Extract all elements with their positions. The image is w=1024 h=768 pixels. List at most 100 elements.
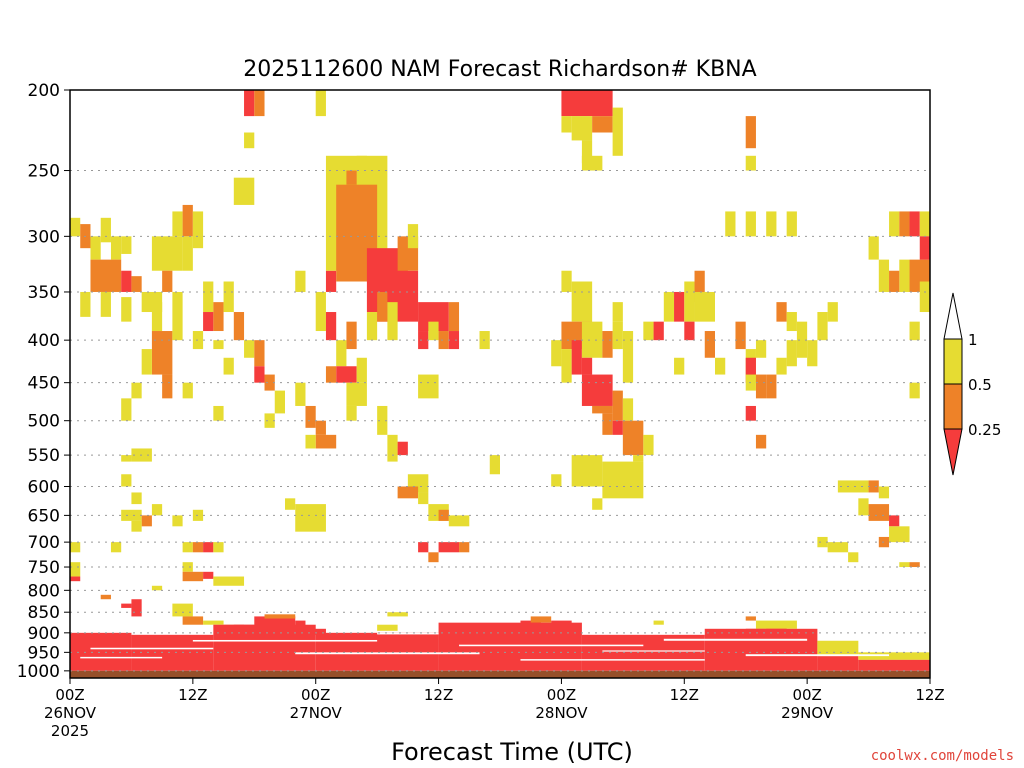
- x-tick-label: 12Z: [178, 686, 207, 704]
- y-tick-label: 750: [28, 558, 60, 578]
- heatmap-cell-low: [70, 632, 132, 671]
- heatmap-gap: [90, 647, 214, 650]
- heatmap-cell-mid: [213, 302, 224, 332]
- heatmap-cell-high: [203, 620, 224, 625]
- heatmap-cell-high: [336, 340, 347, 367]
- heatmap-cell-high: [100, 217, 111, 243]
- heatmap-cell-high: [244, 340, 255, 358]
- heatmap-gap: [520, 659, 705, 661]
- y-tick-label: 450: [28, 374, 60, 394]
- heatmap-cell-high: [295, 382, 306, 406]
- heatmap-cell-high: [909, 321, 920, 341]
- heatmap-cell-high: [182, 542, 193, 553]
- heatmap-cell-low: [571, 340, 582, 375]
- heatmap-cell-mid: [162, 374, 173, 399]
- ground-layer: [70, 670, 930, 678]
- heatmap-cell-low: [336, 366, 357, 383]
- heatmap-cell-high: [131, 492, 142, 505]
- heatmap-cell-high: [684, 281, 695, 322]
- heatmap-cell-high: [612, 107, 623, 156]
- heatmap-cell-mid: [438, 331, 449, 350]
- heatmap-cell-high: [694, 291, 715, 322]
- heatmap-cell-high: [131, 520, 142, 532]
- heatmap-cell-high: [643, 321, 654, 341]
- heatmap-cell-high: [715, 357, 726, 375]
- x-tick-label: 12Z: [670, 686, 699, 704]
- heatmap-cell-mid: [192, 542, 204, 553]
- heatmap-cell-low: [244, 90, 255, 117]
- heatmap-cell-high: [817, 640, 859, 657]
- heatmap-cell-mid: [182, 571, 204, 582]
- heatmap-cell-mid: [602, 413, 613, 435]
- heatmap-cell-high: [858, 652, 930, 660]
- x-tick-label: 29NOV: [781, 704, 834, 722]
- heatmap-cell-mid: [315, 434, 337, 449]
- heatmap-cell-high: [786, 211, 797, 237]
- heatmap-cell-low: [745, 405, 756, 421]
- heatmap-cell-mid: [428, 552, 439, 563]
- heatmap-cell-high: [878, 486, 890, 499]
- heatmap-cell-mid: [315, 420, 326, 435]
- heatmap-cell-high: [121, 398, 132, 421]
- heatmap-cell-high: [674, 357, 685, 375]
- x-tick-label: 28NOV: [535, 704, 588, 722]
- heatmap-cell-high: [315, 291, 326, 332]
- y-axis: 200 250 300 350 400 450 500 550 600 650 700 750 8008…: [17, 81, 70, 682]
- heatmap-cell-low: [674, 291, 685, 322]
- heatmap-cell-high: [366, 312, 378, 341]
- heatmap-cell-high: [848, 552, 859, 563]
- heatmap-cell-high: [100, 291, 111, 317]
- heatmap-cell-high: [121, 474, 132, 487]
- heatmap-cell-mid: [377, 291, 388, 322]
- heatmap-cell-low: [704, 628, 818, 671]
- heatmap-gap: [459, 644, 644, 647]
- heatmap-cell-low: [203, 312, 214, 332]
- heatmap-cell-mid: [459, 542, 470, 553]
- heatmap-cell-mid: [899, 211, 910, 237]
- heatmap-cell-low: [121, 603, 132, 608]
- colorbar-bin: [943, 428, 963, 476]
- heatmap-cell-mid: [90, 259, 122, 292]
- heatmap-cell-high: [141, 349, 152, 375]
- heatmap-cell-mid: [909, 562, 920, 568]
- heatmap-cell-mid: [868, 480, 879, 493]
- heatmap-cell-mid: [182, 204, 193, 237]
- heatmap-cell-high: [110, 542, 122, 553]
- heatmap-cell-mid: [592, 116, 613, 133]
- heatmap-cell-high: [305, 434, 316, 449]
- heatmap-cell-high: [418, 374, 439, 399]
- heatmap-cell-mid: [233, 312, 245, 341]
- heatmap-cell-high: [151, 585, 163, 591]
- heatmap-cell-high: [571, 116, 593, 141]
- heatmap-cell-high: [602, 461, 644, 499]
- y-tick-label: 600: [28, 477, 60, 497]
- heatmap-cell-high: [407, 224, 419, 249]
- heatmap-cell-mid: [755, 374, 767, 399]
- heatmap-cell-high: [70, 217, 81, 237]
- heatmap-cell-mid: [602, 331, 613, 358]
- heatmap-cell-low: [858, 659, 930, 671]
- heatmap-cell-high: [889, 526, 910, 543]
- y-tick-label: 700: [28, 533, 60, 553]
- y-tick-label: 300: [28, 227, 60, 247]
- heatmap-cell-low: [325, 312, 337, 341]
- heatmap-gap: [192, 639, 378, 642]
- heatmap-cell-high: [622, 331, 634, 383]
- heatmap-cell-high: [346, 405, 357, 421]
- heatmap-cell-low: [438, 542, 460, 553]
- heatmap-cell-high: [264, 413, 275, 428]
- heatmap-cell-mid: [622, 420, 644, 456]
- heatmap-cell-low: [254, 366, 265, 383]
- heatmap-gap: [80, 656, 163, 659]
- heatmap-cell-high: [182, 382, 193, 399]
- heatmap-cell-high: [121, 455, 132, 462]
- heatmap-cell-high: [315, 90, 326, 117]
- heatmap-cell-mid: [397, 486, 419, 499]
- heatmap-cell-high: [70, 542, 81, 553]
- heatmap-cell-mid: [745, 616, 756, 621]
- heatmap-cell-high: [172, 291, 183, 341]
- heatmap-cell-high: [643, 434, 654, 456]
- heatmap-cell-low: [315, 632, 439, 671]
- heatmap-cell-high: [919, 281, 930, 313]
- heatmap-cell-high: [827, 542, 849, 553]
